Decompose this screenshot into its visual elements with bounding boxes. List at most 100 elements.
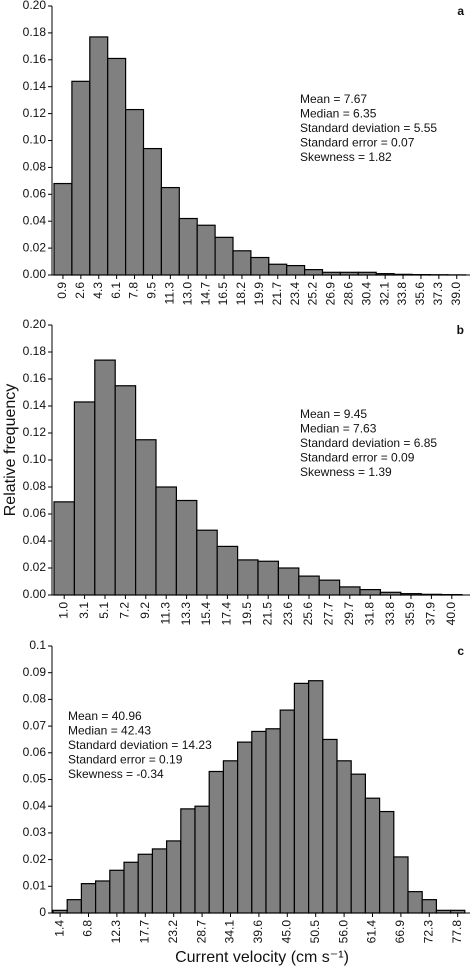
bar — [308, 680, 324, 914]
annotation: Median = 42.43 — [68, 724, 151, 738]
bar — [124, 108, 145, 276]
bar — [293, 682, 310, 914]
bar — [94, 880, 111, 914]
annotation: Standard error = 0.19 — [68, 753, 183, 767]
bar — [109, 869, 125, 914]
panel-label: b — [457, 323, 464, 337]
y-tick-label: 0.08 — [23, 160, 47, 174]
y-tick-label: 0.06 — [23, 186, 47, 200]
annotation: Standard deviation = 5.55 — [300, 121, 437, 135]
annotation: Standard deviation = 14.23 — [68, 738, 212, 752]
bar — [89, 36, 109, 276]
x-tick-label: 4.3 — [91, 282, 105, 299]
y-tick-label: 0.00 — [23, 587, 47, 601]
x-tick-label: 17.7 — [137, 920, 151, 944]
y-tick-label: 0.14 — [23, 398, 47, 412]
y-tick-label: 0.00 — [23, 267, 47, 281]
x-tick-label: 1.0 — [56, 602, 70, 619]
x-tick-label: 39.6 — [251, 920, 265, 944]
bar — [232, 250, 252, 276]
bar — [393, 856, 409, 914]
x-tick-label: 19.9 — [252, 282, 266, 306]
panel-label: a — [457, 4, 464, 18]
y-tick-label: 0.02 — [23, 560, 47, 574]
bar — [71, 80, 91, 276]
x-tick-label: 6.1 — [109, 282, 123, 299]
annotation: Mean = 40.96 — [68, 709, 142, 723]
bar — [114, 385, 137, 596]
bar — [364, 797, 381, 914]
x-tick-label: 39.0 — [449, 282, 463, 306]
y-tick-label: 0.06 — [23, 745, 47, 759]
bar — [175, 499, 198, 596]
annotation: Standard deviation = 6.85 — [300, 436, 437, 450]
y-axis-label: Relative frequency — [2, 384, 19, 517]
bar — [339, 586, 361, 596]
bar — [216, 545, 239, 596]
y-tick-label: 0.02 — [23, 240, 47, 254]
bar — [94, 359, 116, 596]
x-tick-label: 25.2 — [306, 282, 320, 306]
x-tick-label: 21.5 — [260, 602, 274, 626]
y-tick-label: 0.12 — [23, 425, 47, 439]
bar — [286, 264, 306, 276]
x-tick-label: 45.0 — [279, 920, 293, 944]
x-tick-label: 13.0 — [180, 282, 194, 306]
y-tick-label: 0.08 — [23, 692, 47, 706]
x-tick-label: 5.1 — [97, 602, 111, 619]
bar — [214, 236, 234, 276]
y-tick-label: 0.04 — [23, 213, 47, 227]
x-tick-label: 27.7 — [322, 602, 336, 626]
bar — [350, 773, 367, 914]
annotation: Standard error = 0.09 — [300, 451, 415, 465]
bar — [257, 560, 279, 596]
x-axis-label: Current velocity (cm s⁻¹) — [175, 949, 349, 966]
bar — [251, 730, 267, 914]
bar — [166, 840, 182, 914]
bar — [123, 861, 139, 914]
y-tick-label: 0.20 — [23, 317, 47, 331]
bar — [279, 709, 296, 914]
y-tick-label: 0.20 — [23, 0, 47, 12]
x-tick-label: 66.9 — [393, 920, 407, 944]
y-tick-label: 0.01 — [23, 878, 47, 892]
x-tick-label: 33.8 — [383, 602, 397, 626]
x-tick-label: 37.9 — [424, 602, 438, 626]
bar — [66, 899, 82, 914]
bar — [135, 439, 157, 596]
annotation: Skewness = 1.39 — [300, 465, 392, 479]
y-tick-label: 0.08 — [23, 479, 47, 493]
bar — [107, 57, 127, 276]
bar — [277, 567, 300, 596]
bar — [208, 770, 224, 914]
y-tick-label: 0.05 — [23, 772, 47, 786]
bar — [80, 883, 97, 914]
x-tick-label: 26.9 — [324, 282, 338, 306]
x-tick-label: 19.5 — [240, 602, 254, 626]
y-tick-label: 0.18 — [23, 25, 47, 39]
bar — [53, 182, 73, 276]
x-tick-label: 56.0 — [336, 920, 350, 944]
bar — [237, 559, 259, 596]
x-tick-label: 40.0 — [444, 602, 458, 626]
y-tick-label: 0.04 — [23, 533, 47, 547]
bar — [322, 738, 338, 914]
annotation: Mean = 9.45 — [300, 407, 367, 421]
x-tick-label: 30.4 — [359, 282, 373, 306]
bar — [250, 256, 270, 276]
bar — [196, 529, 218, 596]
x-tick-label: 11.3 — [163, 282, 177, 305]
x-tick-label: 7.2 — [118, 602, 132, 619]
x-tick-label: 1.4 — [52, 920, 66, 937]
bar — [237, 741, 253, 914]
y-tick-label: 0.10 — [23, 452, 47, 466]
x-tick-label: 33.8 — [395, 282, 409, 306]
x-tick-label: 35.9 — [403, 602, 417, 626]
bar — [222, 760, 239, 914]
x-tick-label: 23.2 — [166, 920, 180, 944]
bar — [194, 805, 210, 914]
x-tick-label: 61.4 — [365, 920, 379, 944]
x-tick-label: 18.2 — [234, 282, 248, 306]
annotation: Skewness = 1.82 — [300, 150, 392, 164]
